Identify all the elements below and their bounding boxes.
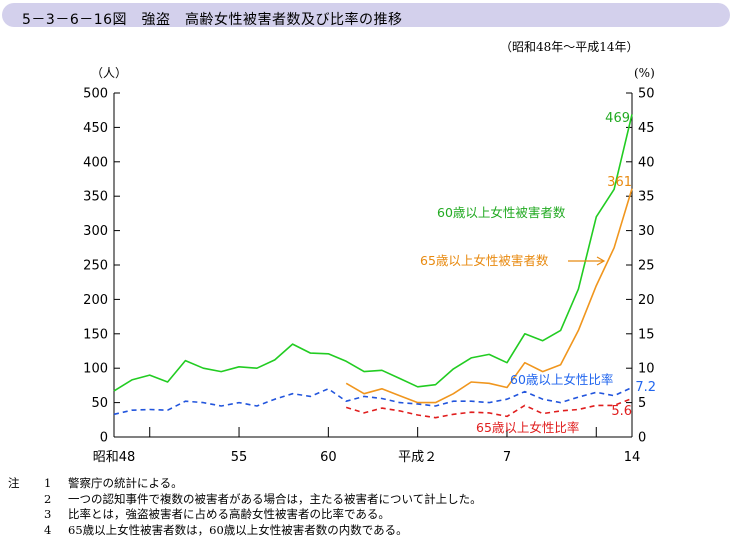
right-tick-label: 30 <box>638 224 655 239</box>
notes-block: 注 1 警察庁の統計による。 2 一つの認知事件で複数の被害者がある場合は，主た… <box>8 476 482 538</box>
x-tick-label: 7 <box>503 450 511 465</box>
left-tick-label: 100 <box>83 362 108 377</box>
left-tick-label: 350 <box>83 190 108 205</box>
left-tick-label: 200 <box>83 293 108 308</box>
right-tick-label: 25 <box>638 259 655 274</box>
left-tick-label: 250 <box>83 259 108 274</box>
notes-label: 注 <box>8 476 20 490</box>
series-line <box>113 386 633 416</box>
right-tick-label: 15 <box>638 327 655 342</box>
series-arrow-head <box>596 256 606 266</box>
chart-title: 5－3－6－16図 強盗 高齢女性被害者数及び比率の推移 <box>22 12 403 28</box>
left-tick-label: 500 <box>83 87 108 102</box>
end-value-label: 469 <box>605 111 630 126</box>
end-value-label: 361 <box>607 175 632 190</box>
series-line <box>113 114 633 392</box>
title-bar: 5－3－6－16図 強盗 高齢女性被害者数及び比率の推移 <box>2 3 730 28</box>
series-name-label: 65歳以上女性比率 <box>476 420 579 435</box>
note-row: 3 比率とは，強盗被害者に占める高齢女性被害者の比率である。 <box>8 507 482 523</box>
series-line <box>345 188 633 404</box>
note-row: 4 65歳以上女性被害者数は，60歳以上女性被害者数の内数である。 <box>8 523 482 539</box>
x-tick-label: 昭和48 <box>93 450 136 465</box>
left-tick-label: 50 <box>91 396 108 411</box>
right-tick-label: 10 <box>638 362 655 377</box>
right-tick-label: 0 <box>638 431 646 446</box>
left-tick-label: 300 <box>83 224 108 239</box>
x-tick-label: 14 <box>624 450 641 465</box>
right-tick-label: 45 <box>638 121 655 136</box>
end-value-label: 5.6 <box>611 404 632 419</box>
x-tick-label: 55 <box>231 450 248 465</box>
right-tick-label: 20 <box>638 293 655 308</box>
series-name-label: 60歳以上女性被害者数 <box>437 205 566 220</box>
right-tick-label: 50 <box>638 87 655 102</box>
left-tick-label: 400 <box>83 155 108 170</box>
left-tick-label: 450 <box>83 121 108 136</box>
note-text: 警察庁の統計による。 <box>68 476 183 490</box>
note-number: 1 <box>44 476 52 490</box>
note-row: 注 1 警察庁の統計による。 <box>8 476 482 492</box>
note-row: 2 一つの認知事件で複数の被害者がある場合は，主たる被害者について計上した。 <box>8 492 482 508</box>
right-unit-label: (%) <box>634 66 655 80</box>
period-label: （昭和48年～平成14年） <box>500 40 639 54</box>
right-tick-label: 5 <box>638 396 646 411</box>
x-tick-label: 60 <box>320 450 337 465</box>
note-text: 一つの認知事件で複数の被害者がある場合は，主たる被害者について計上した。 <box>68 491 482 506</box>
left-tick-label: 150 <box>83 327 108 342</box>
left-tick-label: 0 <box>100 431 108 446</box>
series-line <box>345 397 633 419</box>
left-unit-label: （人） <box>91 66 127 80</box>
note-number: 4 <box>44 522 52 537</box>
note-text: 65歳以上女性被害者数は，60歳以上女性被害者数の内数である。 <box>68 522 408 537</box>
series-name-label: 60歳以上女性比率 <box>510 372 613 387</box>
note-number: 2 <box>44 491 52 506</box>
note-number: 3 <box>44 507 52 521</box>
series-name-label: 65歳以上女性被害者数 <box>420 253 549 268</box>
right-tick-label: 40 <box>638 155 655 170</box>
x-tick-label: 平成２ <box>398 450 437 465</box>
note-text: 比率とは，強盗被害者に占める高齢女性被害者の比率である。 <box>68 507 390 521</box>
right-tick-label: 35 <box>638 190 655 205</box>
end-value-label: 7.2 <box>635 380 656 395</box>
